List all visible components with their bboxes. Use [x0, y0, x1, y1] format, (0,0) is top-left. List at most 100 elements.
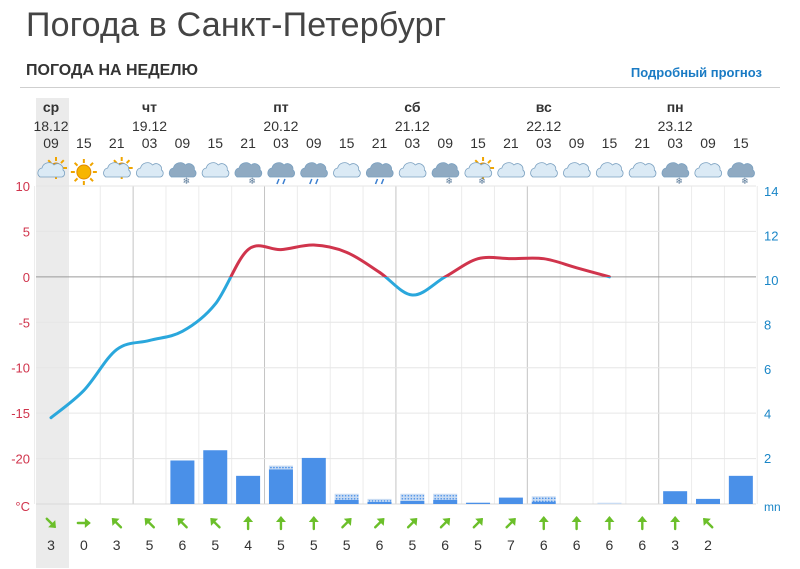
- hour-label: 03: [142, 135, 158, 151]
- snow-dot: [407, 497, 410, 500]
- wind-arrow-icon: [45, 517, 56, 528]
- snow-dot: [544, 497, 547, 500]
- wind-speed-label: 6: [638, 537, 646, 553]
- snow-dot: [443, 494, 446, 497]
- hour-label: 09: [569, 135, 585, 151]
- arrow-head: [703, 518, 711, 526]
- hour-label: 03: [405, 135, 421, 151]
- raindrop-icon: [309, 178, 313, 185]
- cloud-icon: [201, 162, 230, 178]
- cloud-shape: [201, 162, 230, 178]
- snow-dot: [446, 497, 449, 500]
- snow-dot: [413, 497, 416, 500]
- temperature-line-above-zero: [229, 243, 611, 277]
- detailed-forecast-link[interactable]: Подробный прогноз: [630, 65, 762, 80]
- wind-arrow-icon: [341, 518, 352, 529]
- wind-arrow-icon: [210, 518, 221, 529]
- sun-ray: [73, 162, 79, 167]
- wind-arrow-icon: [144, 518, 155, 529]
- wind-arrow-icon: [604, 516, 615, 531]
- wind-speed-label: 0: [80, 537, 88, 553]
- wind-arrow-icon: [571, 516, 582, 531]
- precip-bar: [498, 497, 523, 504]
- raindrop-icon: [282, 178, 286, 185]
- cloud-icon: [563, 162, 591, 178]
- snow-dot: [288, 466, 290, 469]
- day-date: 19.12: [132, 118, 167, 134]
- snow-bar: [531, 496, 556, 502]
- page-title: Погода в Санкт-Петербург: [26, 6, 447, 44]
- sun-ray: [125, 159, 131, 164]
- cloud-icon: [530, 162, 558, 178]
- cloud-shape: [136, 162, 164, 178]
- raindrop-icon: [276, 178, 280, 185]
- temp-tick-label: -10: [11, 361, 30, 376]
- cloud-shape: [595, 162, 624, 178]
- day-name: ср: [43, 99, 59, 115]
- snowflake-icon: ❄: [741, 176, 749, 186]
- hour-label: 21: [240, 135, 256, 151]
- cloud-icon: [136, 162, 164, 178]
- wind-arrow-icon: [439, 518, 451, 529]
- precip-bar: [367, 501, 392, 504]
- cloud-shape: [661, 162, 690, 178]
- temp-tick-label: -20: [11, 452, 30, 467]
- cloud-shape: [464, 162, 493, 178]
- snow-dot: [413, 494, 416, 497]
- temp-tick-label: -5: [18, 315, 30, 330]
- wind-arrow-icon: [637, 516, 648, 531]
- section-title: ПОГОДА НА НЕДЕЛЮ: [26, 62, 199, 79]
- snow-dot: [401, 494, 404, 497]
- snow-bar: [334, 493, 359, 500]
- cloud-shape: [300, 162, 328, 178]
- right-tick-label: 10: [764, 273, 778, 288]
- weather-icons: ❄ ❄ ❄ ❄ ❄ ❄: [37, 157, 755, 186]
- wind-arrow-icon: [111, 518, 123, 529]
- cloud-shape: [333, 162, 361, 178]
- precip-bar: [334, 499, 359, 504]
- precip-bar: [728, 475, 753, 504]
- day-name: сб: [404, 99, 421, 115]
- arrow-head: [571, 516, 582, 522]
- wind-row: 3 0 3 5 6 5 4 5 5 5 6 5 6 5 7 6 6 6 6 3 2: [45, 516, 714, 553]
- snow-dot: [374, 500, 377, 502]
- sun-ray: [487, 159, 492, 164]
- snow-bar: [433, 493, 458, 500]
- wind-speed-label: 5: [310, 537, 318, 553]
- snow-dot: [449, 494, 452, 497]
- day-date: 21.12: [395, 118, 430, 134]
- arrow-head: [343, 518, 352, 526]
- snow-dot: [389, 500, 392, 502]
- cloud-shape: [431, 162, 460, 178]
- snow-dot: [452, 497, 455, 500]
- snow-dot: [356, 497, 359, 500]
- snow-dot: [276, 466, 278, 469]
- wind-speed-label: 6: [606, 537, 614, 553]
- snow-dot: [282, 466, 284, 469]
- precip-bar: [203, 450, 228, 504]
- snow-dot: [419, 494, 422, 497]
- cloud-shape: [234, 162, 263, 178]
- snow-dot: [440, 497, 443, 500]
- snowflake-icon: ❄: [248, 176, 256, 186]
- wind-speed-label: 6: [540, 537, 548, 553]
- snow-dot: [440, 494, 443, 497]
- right-tick-label: 2: [764, 451, 771, 466]
- hour-label: 09: [437, 135, 453, 151]
- arrow-head: [409, 518, 418, 526]
- sun-ray: [89, 177, 94, 182]
- sun-ray: [60, 159, 65, 164]
- hour-label: 15: [339, 135, 355, 151]
- hour-label: 15: [470, 135, 486, 151]
- grid: [34, 185, 758, 505]
- snow-dot: [285, 466, 287, 469]
- snow-dot: [443, 497, 446, 500]
- temperature-line-below-zero: [49, 276, 611, 420]
- snow-dot: [347, 497, 350, 500]
- precip-bar: [531, 501, 556, 504]
- arrow-head: [637, 516, 648, 522]
- wind-speed-label: 5: [277, 537, 285, 553]
- snow-cloud-icon: ❄: [234, 162, 263, 186]
- snow-dot: [407, 494, 410, 497]
- temp-tick-label: -15: [11, 406, 30, 421]
